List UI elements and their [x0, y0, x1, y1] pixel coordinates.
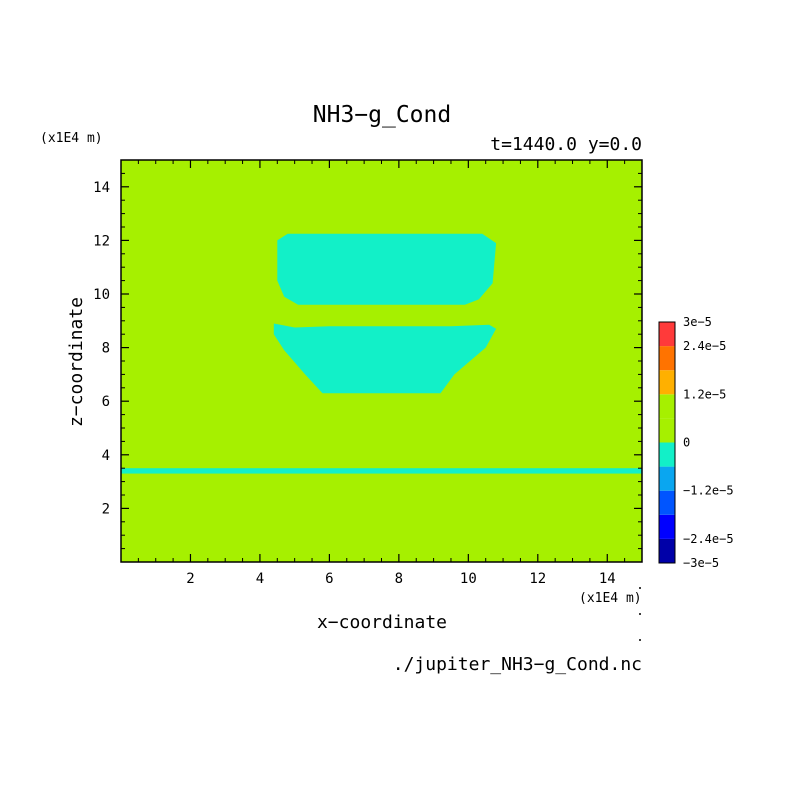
y-tick-label: 2: [102, 501, 110, 517]
colorbar-swatch: [659, 466, 675, 491]
y-tick-label: 14: [93, 180, 110, 196]
x-tick-label: 2: [186, 571, 194, 587]
source-file-label: ./jupiter_NH3−g_Cond.nc: [393, 654, 642, 675]
colorbar-swatch: [659, 394, 675, 419]
x-unit-label: (x1E4 m): [579, 591, 642, 606]
y-tick-label: 10: [93, 287, 110, 303]
condensation-base-line: [121, 468, 642, 474]
y-axis-label: z−coordinate: [66, 297, 87, 427]
colorbar-label: 0: [683, 436, 690, 450]
colorbar-swatch: [659, 538, 675, 563]
x-axis: 2 4 6 8 10 12 14: [137, 160, 626, 587]
chart-subtitle: t=1440.0 y=0.0: [490, 134, 642, 155]
colorbar-label: −3e−5: [683, 556, 719, 570]
x-tick-label: 10: [460, 571, 477, 587]
x-tick-label: 4: [256, 571, 264, 587]
lower-cloud-block: [273, 323, 497, 394]
x-tick-label: 8: [395, 571, 403, 587]
colorbar: 3e−5 2.4e−5 1.2e−5 0 −1.2e−5 −2.4e−5 −3e−5: [658, 315, 734, 570]
colorbar-swatch: [659, 514, 675, 539]
colorbar-swatch: [659, 322, 675, 347]
colorbar-swatch: [659, 442, 675, 467]
colorbar-swatch: [659, 418, 675, 443]
colorbar-label: −1.2e−5: [683, 484, 734, 498]
y-tick-label: 12: [93, 233, 110, 249]
x-tick-label: 14: [599, 571, 616, 587]
colorbar-label: 1.2e−5: [683, 387, 726, 401]
y-tick-label: 8: [102, 341, 110, 357]
colorbar-label: 3e−5: [683, 315, 712, 329]
colorbar-frame: [658, 321, 676, 564]
x-tick-label: 6: [325, 571, 333, 587]
y-unit-label: (x1E4 m): [40, 131, 103, 146]
chart-title: NH3−g_Cond: [313, 102, 451, 128]
upper-cloud-block: [277, 233, 497, 305]
x-axis-label: x−coordinate: [317, 612, 447, 633]
y-axis: 2 4 6 8 10 12 14: [93, 172, 642, 550]
heatmap-field: [121, 160, 642, 562]
colorbar-label: −2.4e−5: [683, 532, 734, 546]
y-tick-label: 6: [102, 394, 110, 410]
colorbar-label: 2.4e−5: [683, 339, 726, 353]
colorbar-swatch: [659, 346, 675, 371]
x-tick-label: 12: [529, 571, 546, 587]
colorbar-swatch: [659, 370, 675, 395]
corner-dots: [639, 587, 641, 641]
colorbar-swatch: [659, 490, 675, 515]
y-tick-label: 4: [102, 448, 110, 464]
